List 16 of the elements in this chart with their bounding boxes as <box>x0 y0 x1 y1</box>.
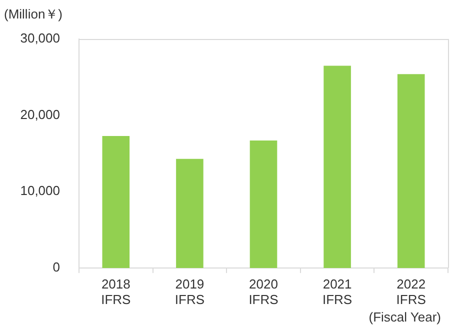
x-tick-label: 2022 IFRS <box>396 276 426 307</box>
y-tick-label: 0 <box>52 260 60 275</box>
x-tick-label: 2020 IFRS <box>248 276 279 307</box>
x-tick-label: 2019 IFRS <box>174 276 205 307</box>
bar <box>102 136 130 268</box>
y-axis-title: (Million￥) <box>4 6 62 22</box>
x-tick-label: 2021 IFRS <box>322 276 352 307</box>
x-tick-label: 2018 IFRS <box>101 276 132 307</box>
y-tick-label: 30,000 <box>20 30 60 46</box>
bar <box>397 74 425 268</box>
bar <box>324 66 351 268</box>
bar <box>176 158 204 268</box>
y-tick-label: 10,000 <box>20 183 60 198</box>
y-tick-label: 20,000 <box>20 106 60 122</box>
bar <box>250 140 278 268</box>
x-axis-title: (Fiscal Year) <box>368 310 441 325</box>
